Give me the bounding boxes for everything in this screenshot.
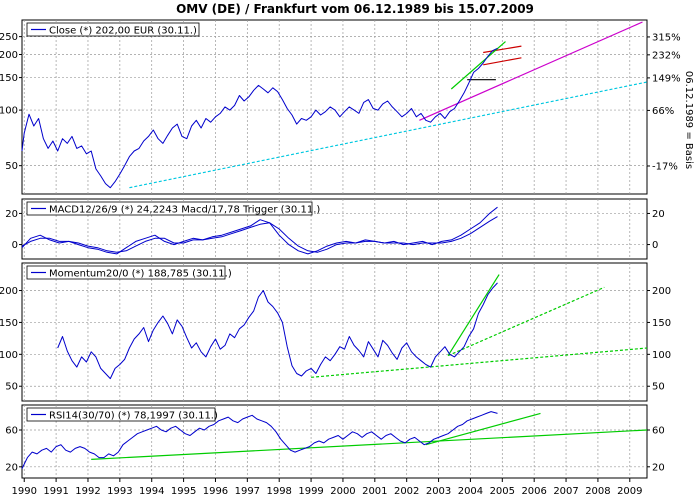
left-tick-label: 60 <box>5 426 18 437</box>
right-tick-label: 66% <box>652 106 674 117</box>
left-tick-label: 0 <box>12 240 18 251</box>
right-tick-label: 150 <box>652 318 671 329</box>
left-tick-label: 20 <box>5 462 18 473</box>
panel-momentum: 200 150 100 50 200 150 100 50 Momentum20/0 (*) 1… <box>0 262 671 402</box>
x-tick-label: 2001 <box>362 486 387 497</box>
panel-price: 250 200 150 100 50 315% 232% 149% 66% -17% Close (… <box>0 19 681 195</box>
left-tick-label: 100 <box>0 106 18 117</box>
right-tick-label: 20 <box>652 209 665 220</box>
left-tick-label: 50 <box>5 382 18 393</box>
x-tick-label: 2003 <box>426 486 451 497</box>
basis-side-label: 06.12.1989 = Basis <box>683 71 694 169</box>
left-tick-label: 150 <box>0 318 18 329</box>
panel-frame-price <box>21 19 648 195</box>
x-tick-label: 2004 <box>458 486 483 497</box>
panel-frame-momentum <box>21 262 648 402</box>
right-tick-label: 315% <box>652 32 681 43</box>
series-line-price <box>21 47 498 189</box>
legend-macd: MACD12/26/9 (*) 24,2243 Macd/17,78 Trigg… <box>26 201 320 216</box>
left-tick-label: 150 <box>0 73 18 84</box>
legend-rsi: RSI14(30/70) (*) 78,1997 (30.11.) <box>26 407 218 422</box>
x-tick-label: 2006 <box>521 486 546 497</box>
trendline-momentum-0 <box>447 274 500 356</box>
x-tick-label: 2008 <box>585 486 610 497</box>
trendline-price-1 <box>419 21 643 121</box>
x-tick-label: 2000 <box>330 486 355 497</box>
x-tick-label: 1996 <box>203 486 228 497</box>
trendline-momentum-1 <box>447 286 605 357</box>
panel-macd: 20 0 20 0 MACD12/26/9 (*) 24,2243 Macd/17,78… <box>5 198 665 260</box>
legend-box <box>26 22 200 37</box>
left-tick-label: 250 <box>0 32 18 43</box>
series-line-momentum <box>57 282 498 380</box>
trendline-price-4 <box>450 41 506 90</box>
x-tick-label: 1995 <box>171 486 196 497</box>
trendline-price-2 <box>483 45 522 54</box>
legend-label: Momentum20/0 (*) 188,785 (30.11.) <box>49 269 232 280</box>
left-tick-label: 100 <box>0 350 18 361</box>
left-tick-label: 200 <box>0 50 18 61</box>
right-tick-label: 20 <box>652 462 665 473</box>
left-tick-label: 200 <box>0 286 18 297</box>
right-tick-label: 232% <box>652 50 681 61</box>
right-tick-label: 60 <box>652 426 665 437</box>
x-tick-label: 1998 <box>266 486 291 497</box>
x-tick-label: 2009 <box>617 486 642 497</box>
legend-box <box>26 201 313 216</box>
right-tick-label: 50 <box>652 382 665 393</box>
x-tick-label: 1999 <box>298 486 323 497</box>
x-tick-label: 1992 <box>75 486 100 497</box>
x-tick-label: 1993 <box>107 486 132 497</box>
x-tick-label: 2002 <box>394 486 419 497</box>
x-tick-label: 1991 <box>43 486 68 497</box>
right-tick-label: 0 <box>652 240 658 251</box>
x-tick-label: 1997 <box>235 486 260 497</box>
right-tick-label: 100 <box>652 350 671 361</box>
legend-label: RSI14(30/70) (*) 78,1997 (30.11.) <box>49 411 218 422</box>
panel-rsi: 60 20 60 20 RSI14(30/70) (*) 78,1997 (30.11.… <box>5 404 665 479</box>
legend-box <box>26 407 216 422</box>
x-tick-label: 1994 <box>139 486 164 497</box>
legend-momentum: Momentum20/0 (*) 188,785 (30.11.) <box>26 265 232 280</box>
legend-price: Close (*) 202,00 EUR (30.11.) <box>26 22 200 37</box>
right-tick-label: 149% <box>652 73 681 84</box>
right-tick-label: -17% <box>652 161 678 172</box>
trendline-rsi-0 <box>425 412 541 446</box>
series-line-macd-macd <box>21 206 498 255</box>
series-line-rsi <box>21 411 498 469</box>
trendline-rsi-1 <box>91 429 648 460</box>
trendline-price-3 <box>483 57 522 66</box>
trendline-momentum-2 <box>311 347 648 378</box>
chart-title: OMV (DE) / Frankfurt vom 06.12.1989 bis … <box>176 2 534 16</box>
x-axis: 1990 1991 1992 1993 1994 1995 1996 1997 1998 1999… <box>12 478 643 497</box>
x-tick-label: 1990 <box>12 486 37 497</box>
left-tick-label: 50 <box>5 161 18 172</box>
legend-box <box>26 265 226 280</box>
legend-label: Close (*) 202,00 EUR (30.11.) <box>49 26 197 37</box>
legend-label: MACD12/26/9 (*) 24,2243 Macd/17,78 Trigg… <box>49 205 320 216</box>
x-tick-label: 2005 <box>490 486 515 497</box>
left-tick-label: 20 <box>5 209 18 220</box>
series-line-macd-trigger <box>21 216 498 253</box>
trendline-price-0 <box>129 81 648 189</box>
x-tick-label: 2007 <box>553 486 578 497</box>
right-tick-label: 200 <box>652 286 671 297</box>
